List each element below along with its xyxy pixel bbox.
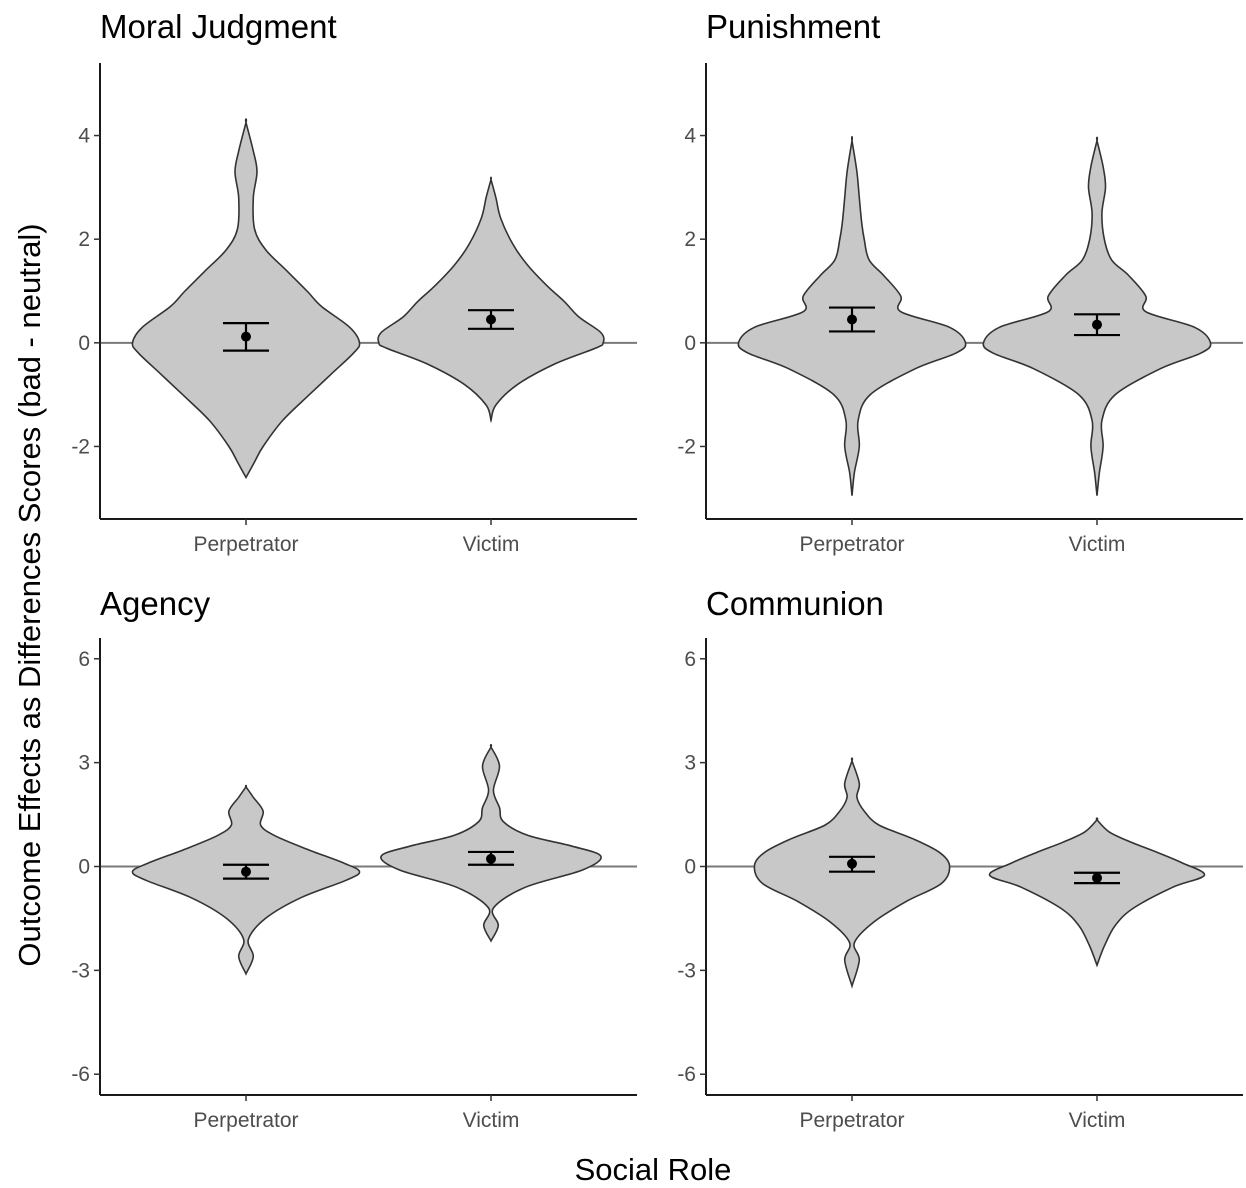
y-tick-label: 0: [684, 856, 696, 879]
x-axis-title: Social Role: [575, 1152, 732, 1187]
y-tick-label: 3: [684, 752, 696, 775]
y-tick-label: -3: [677, 959, 696, 982]
y-tick-label: -2: [677, 435, 696, 458]
y-tick-label: -3: [71, 959, 90, 982]
violin-victim: [377, 176, 605, 424]
panel-title: Punishment: [706, 8, 880, 45]
x-tick-label: Perpetrator: [193, 533, 298, 556]
panel-moral-judgment: Moral Judgment -2 0 2 4 Perpetrator Victim: [71, 8, 637, 556]
y-axis-title: Outcome Effects as Differences Scores (b…: [12, 223, 47, 966]
y-tick-label: -2: [71, 435, 90, 458]
y-tick-label: 0: [78, 856, 90, 879]
y-tick-label: -6: [677, 1063, 696, 1086]
panel-title: Communion: [706, 585, 884, 622]
y-tick-label: 2: [78, 228, 90, 251]
y-tick-label: 3: [78, 752, 90, 775]
x-tick-label: Victim: [463, 533, 520, 556]
panel-title: Agency: [100, 585, 211, 622]
x-tick-label: Perpetrator: [799, 1109, 904, 1132]
violin-victim: [380, 743, 602, 943]
x-tick-label: Perpetrator: [193, 1109, 298, 1132]
x-tick-label: Victim: [1069, 1109, 1126, 1132]
mean-point-perpetrator: [241, 866, 251, 877]
mean-point-perpetrator: [241, 331, 251, 342]
y-tick-label: 4: [78, 125, 90, 148]
y-tick-label: 6: [684, 648, 696, 671]
y-tick-label: 0: [78, 332, 90, 355]
panel-agency: Agency -6 -3 0 3 6 Perpetrator Victim: [71, 585, 637, 1132]
mean-point-victim: [1092, 319, 1102, 330]
y-tick-label: 0: [684, 332, 696, 355]
mean-point-perpetrator: [847, 858, 857, 869]
y-tick-label: 4: [684, 125, 696, 148]
mean-point-victim: [1092, 872, 1102, 883]
mean-point-victim: [486, 853, 496, 864]
panel-title: Moral Judgment: [100, 8, 337, 45]
violin-perpetrator: [131, 118, 361, 480]
panel-communion: Communion -6 -3 0 3 6 Perpetrator Victim: [677, 585, 1243, 1132]
y-tick-label: 2: [684, 228, 696, 251]
panel-punishment: Punishment -2 0 2 4 Perpetrator Victim: [677, 8, 1243, 556]
violin-victim: [988, 817, 1206, 968]
mean-point-perpetrator: [847, 314, 857, 325]
y-tick-label: 6: [78, 648, 90, 671]
y-tick-label: -6: [71, 1063, 90, 1086]
x-tick-label: Victim: [1069, 533, 1126, 556]
mean-point-victim: [486, 314, 496, 325]
x-tick-label: Victim: [463, 1109, 520, 1132]
x-tick-label: Perpetrator: [799, 533, 904, 556]
